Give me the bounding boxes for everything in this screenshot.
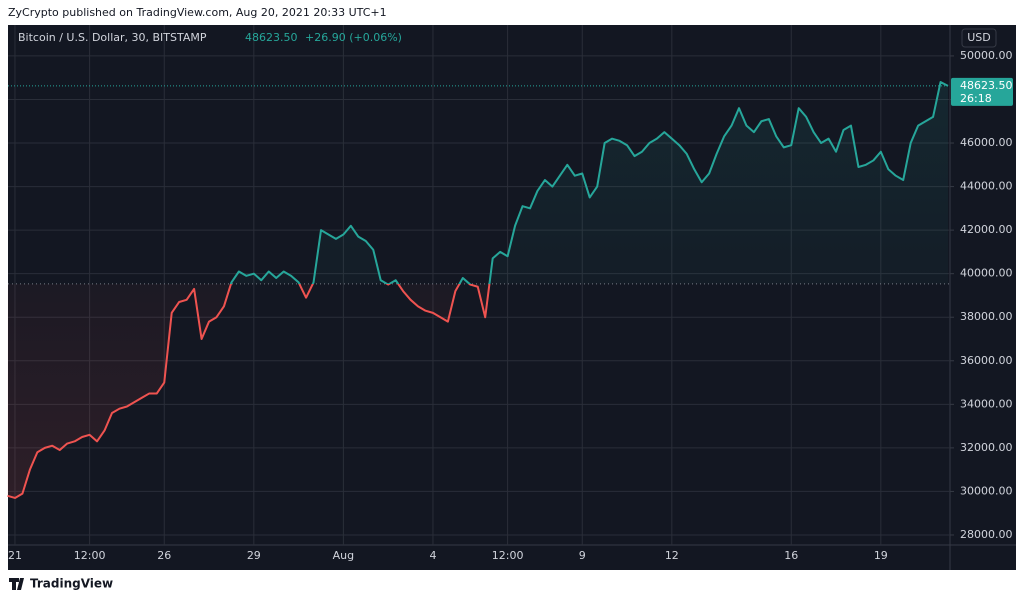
- legend-price: 48623.50: [245, 31, 298, 44]
- y-tick-label: 40000.00: [960, 267, 1013, 280]
- plot: [7, 81, 950, 499]
- x-tick-label: 12:00: [492, 549, 524, 562]
- y-tick-label: 36000.00: [960, 354, 1013, 367]
- symbol-title: Bitcoin / U.S. Dollar, 30, BITSTAMP: [18, 31, 207, 44]
- price-line: [7, 81, 949, 499]
- x-tick-label: 4: [429, 549, 436, 562]
- x-tick-label: 12: [665, 549, 679, 562]
- x-tick-label: 29: [247, 549, 261, 562]
- x-tick-label: 16: [784, 549, 798, 562]
- y-tick-label: 38000.00: [960, 310, 1013, 323]
- currency-label: USD: [967, 31, 991, 44]
- y-tick-label: 34000.00: [960, 397, 1013, 410]
- footer-logo: TradingView: [9, 577, 113, 591]
- last-price-label: 48623.50: [960, 79, 1013, 92]
- x-tick-label: 19: [874, 549, 888, 562]
- footer-brand: TradingView: [30, 577, 113, 591]
- baseline-fill: [7, 82, 948, 498]
- last-price-box: [951, 77, 1013, 106]
- y-tick-label: 28000.00: [960, 528, 1013, 541]
- y-tick-label: 50000.00: [960, 49, 1013, 62]
- grid: [8, 25, 950, 545]
- y-tick-label: 32000.00: [960, 441, 1013, 454]
- legend-change: +26.90 (+0.06%): [305, 31, 402, 44]
- x-tick-label: 12:00: [74, 549, 106, 562]
- x-tick-label: 21: [8, 549, 22, 562]
- y-tick-label: 46000.00: [960, 136, 1013, 149]
- y-tick-label: 44000.00: [960, 180, 1013, 193]
- y-tick-label: 30000.00: [960, 484, 1013, 497]
- y-tick-label: 42000.00: [960, 223, 1013, 236]
- countdown-label: 26:18: [960, 92, 992, 105]
- currency-box: [961, 28, 997, 48]
- labels: 28000.00 30000.00 32000.00 34000.00 36000.00…: [8, 49, 1013, 562]
- x-tick-label: Aug: [333, 549, 354, 562]
- x-tick-label: 9: [579, 549, 586, 562]
- publisher-line: ZyCrypto published on TradingView.com, A…: [8, 6, 387, 19]
- x-tick-label: 26: [157, 549, 171, 562]
